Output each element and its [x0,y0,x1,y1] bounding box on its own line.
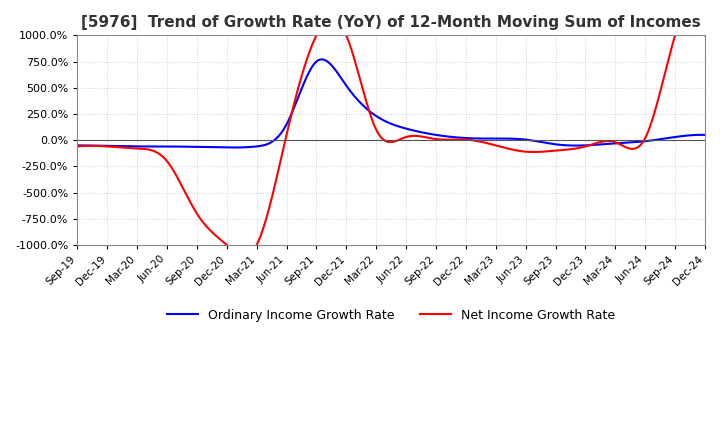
Title: [5976]  Trend of Growth Rate (YoY) of 12-Month Moving Sum of Incomes: [5976] Trend of Growth Rate (YoY) of 12-… [81,15,701,30]
Line: Ordinary Income Growth Rate: Ordinary Income Growth Rate [77,59,705,147]
Ordinary Income Growth Rate [415,129,424,135]
Ordinary Income Growth Rate [590,142,598,147]
Ordinary Income Growth Rate [688,132,697,138]
Ordinary Income Growth Rate [73,143,81,148]
Ordinary Income Growth Rate [228,145,236,150]
Net Income Growth Rate [687,2,696,7]
Net Income Growth Rate [372,128,381,133]
Line: Net Income Growth Rate: Net Income Growth Rate [77,4,705,256]
Net Income Growth Rate [376,134,384,139]
Ordinary Income Growth Rate [374,114,382,120]
Net Income Growth Rate [448,137,456,142]
Ordinary Income Growth Rate [449,135,458,140]
Ordinary Income Growth Rate [701,132,709,138]
Net Income Growth Rate [414,133,423,139]
Net Income Growth Rate [73,144,81,149]
Ordinary Income Growth Rate [317,57,325,62]
Net Income Growth Rate [240,253,249,258]
Net Income Growth Rate [701,33,709,38]
Net Income Growth Rate [688,2,697,7]
Net Income Growth Rate [589,141,598,147]
Legend: Ordinary Income Growth Rate, Net Income Growth Rate: Ordinary Income Growth Rate, Net Income … [162,304,620,327]
Ordinary Income Growth Rate [377,117,386,122]
